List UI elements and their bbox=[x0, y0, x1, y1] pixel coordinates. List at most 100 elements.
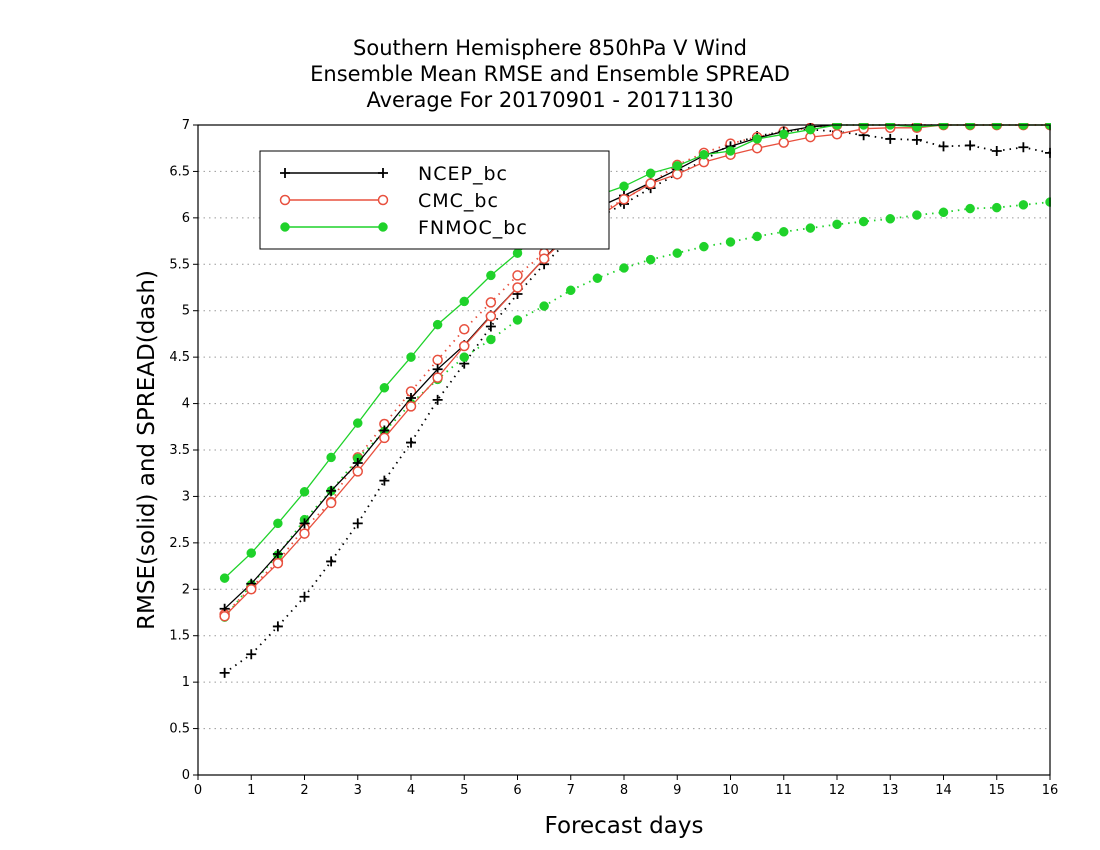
y-tick-label: 2 bbox=[182, 582, 190, 597]
y-tick-label: 0.5 bbox=[169, 722, 190, 737]
y-tick-label: 5.5 bbox=[169, 257, 190, 272]
legend-marker bbox=[280, 168, 290, 178]
chart-title-line-1: Southern Hemisphere 850hPa V Wind bbox=[353, 36, 747, 60]
fnmoc-bc-spread-point bbox=[566, 285, 576, 296]
cmc-bc-rmse-point bbox=[325, 497, 337, 509]
ncep-bc-spread-line bbox=[224, 128, 1051, 674]
fnmoc-bc-rmse-point bbox=[672, 161, 682, 171]
x-tick-label: 3 bbox=[354, 783, 362, 798]
x-tick-label: 8 bbox=[620, 783, 628, 798]
fnmoc-bc-rmse-point bbox=[406, 352, 416, 362]
cmc-bc-rmse-point bbox=[379, 432, 390, 444]
y-tick-label: 1 bbox=[182, 675, 190, 690]
ncep-bc-spread-point bbox=[485, 321, 496, 332]
fnmoc-bc-rmse-point bbox=[512, 248, 523, 258]
fnmoc-bc-spread-point bbox=[938, 207, 949, 218]
ncep-bc-spread-point bbox=[272, 621, 283, 632]
ncep-bc-spread-point bbox=[379, 475, 390, 486]
cmc-bc-spread-point bbox=[432, 354, 443, 366]
fnmoc-bc-rmse-point bbox=[805, 124, 816, 135]
fnmoc-bc-spread-point bbox=[539, 301, 549, 311]
x-tick-label: 9 bbox=[673, 783, 681, 798]
ncep-bc-spread-point bbox=[432, 394, 443, 405]
fnmoc-bc-spread-point bbox=[1018, 200, 1029, 210]
fnmoc-bc-spread-point bbox=[965, 203, 975, 214]
x-tick-label: 5 bbox=[460, 783, 468, 798]
fnmoc-bc-rmse-point bbox=[725, 146, 736, 156]
y-tick-label: 6 bbox=[182, 211, 190, 226]
x-tick-label: 0 bbox=[194, 783, 202, 798]
fnmoc-bc-spread-point bbox=[858, 216, 869, 227]
x-tick-label: 15 bbox=[988, 783, 1005, 798]
y-axis-title: RMSE(solid) and SPREAD(dash) bbox=[134, 270, 160, 630]
x-tick-label: 13 bbox=[882, 783, 899, 798]
fnmoc-bc-spread-point bbox=[805, 223, 816, 233]
chart-title-line-3: Average For 20170901 - 20171130 bbox=[366, 88, 734, 112]
legend-marker bbox=[377, 194, 389, 206]
fnmoc-bc-spread-point bbox=[832, 219, 842, 230]
fnmoc-bc-rmse-point bbox=[699, 149, 709, 160]
x-tick-label: 1 bbox=[247, 783, 255, 798]
legend-item-ncep-bc: NCEP_bc bbox=[280, 163, 508, 185]
legend: NCEP_bc CMC_bc FNMOC_bc bbox=[259, 150, 610, 250]
legend-item-fnmoc-bc: FNMOC_bc bbox=[280, 217, 528, 239]
legend-label: NCEP_bc bbox=[418, 163, 508, 185]
x-tick-label: 16 bbox=[1042, 783, 1059, 798]
x-tick-label: 7 bbox=[567, 783, 575, 798]
fnmoc-bc-rmse-point bbox=[299, 487, 310, 497]
fnmoc-bc-spread-point bbox=[699, 241, 709, 252]
cmc-bc-rmse-point bbox=[512, 282, 523, 293]
x-tick-label: 4 bbox=[407, 783, 415, 798]
x-tick-label: 12 bbox=[829, 783, 846, 798]
y-tick-label: 3.5 bbox=[169, 443, 190, 458]
y-tick-label: 2.5 bbox=[169, 536, 190, 551]
x-tick-label: 10 bbox=[722, 783, 739, 798]
fnmoc-bc-spread-point bbox=[592, 273, 603, 283]
chart-title-line-2: Ensemble Mean RMSE and Ensemble SPREAD bbox=[310, 62, 790, 86]
x-tick-label: 11 bbox=[775, 783, 792, 798]
y-tick-label: 7 bbox=[182, 118, 190, 133]
cmc-bc-rmse-point bbox=[831, 129, 843, 140]
cmc-bc-spread-point bbox=[512, 270, 523, 281]
fnmoc-bc-rmse-point bbox=[219, 573, 230, 583]
ncep-bc-rmse-point bbox=[299, 518, 310, 529]
fnmoc-bc-rmse-point bbox=[619, 181, 629, 192]
ncep-bc-spread-point bbox=[938, 141, 949, 152]
legend-label: FNMOC_bc bbox=[418, 217, 528, 239]
fnmoc-bc-rmse-point bbox=[912, 123, 922, 132]
ncep-bc-spread-point bbox=[406, 437, 416, 448]
fnmoc-bc-spread-point bbox=[512, 315, 523, 325]
cmc-bc-rmse-point bbox=[672, 168, 683, 180]
fnmoc-bc-spread-point bbox=[459, 352, 469, 362]
fnmoc-bc-rmse-point bbox=[379, 383, 390, 393]
ncep-bc-spread-point bbox=[352, 518, 363, 529]
y-tick-label: 4.5 bbox=[169, 350, 190, 365]
axis-ticks: 00.511.522.533.544.555.566.570 1 2 3 4 5 6 7 8 9 1… bbox=[169, 118, 1058, 798]
cmc-bc-rmse-point bbox=[618, 194, 630, 205]
fnmoc-bc-rmse-point bbox=[273, 518, 283, 529]
cmc-bc-rmse-point bbox=[405, 401, 417, 412]
y-tick-label: 5 bbox=[182, 304, 190, 319]
fnmoc-bc-rmse-point bbox=[486, 270, 496, 281]
ncep-bc-spread-point bbox=[911, 134, 922, 145]
x-tick-label: 2 bbox=[300, 783, 308, 798]
cmc-bc-spread-point bbox=[485, 297, 497, 308]
ncep-bc-spread-point bbox=[299, 591, 310, 602]
y-tick-label: 0 bbox=[182, 768, 190, 783]
fnmoc-bc-spread-point bbox=[992, 202, 1002, 213]
fnmoc-bc-rmse-point bbox=[432, 319, 443, 330]
fnmoc-bc-rmse-point bbox=[645, 168, 656, 179]
fnmoc-bc-rmse-point bbox=[779, 129, 789, 140]
fnmoc-bc-spread-point bbox=[486, 334, 496, 345]
legend-label: CMC_bc bbox=[418, 190, 499, 212]
cmc-bc-rmse-point bbox=[538, 253, 550, 264]
ncep-bc-rmse-point bbox=[326, 485, 337, 496]
ncep-bc-spread-point bbox=[991, 146, 1002, 156]
cmc-bc-rmse-point bbox=[272, 558, 284, 569]
cmc-bc-rmse-point bbox=[645, 178, 656, 189]
ncep-bc-spread-point bbox=[219, 667, 230, 678]
cmc-bc-rmse-point bbox=[432, 372, 443, 383]
fnmoc-bc-spread-point bbox=[885, 214, 895, 224]
fnmoc-bc-rmse-point bbox=[752, 134, 762, 144]
